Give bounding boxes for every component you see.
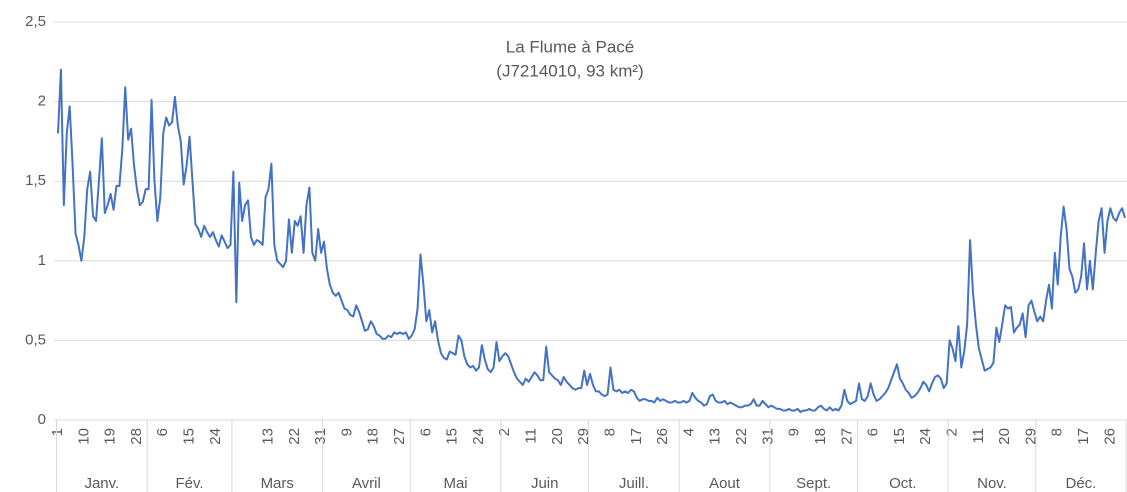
x-tick-label: 24 xyxy=(917,428,934,445)
x-tick-label: 17 xyxy=(1075,428,1092,445)
chart-title: La Flume à Pacé xyxy=(506,37,635,56)
y-tick-label: 2 xyxy=(38,93,46,110)
month-label: Juill. xyxy=(619,475,649,492)
x-tick-label: 9 xyxy=(338,428,355,436)
month-label: Avril xyxy=(352,475,381,492)
x-tick-label: 1 xyxy=(49,428,66,436)
x-tick-label: 2 xyxy=(496,428,513,436)
month-label: Mars xyxy=(261,475,294,492)
x-tick-label: 6 xyxy=(154,428,171,436)
x-tick-label: 2 xyxy=(943,428,960,436)
month-label: Déc. xyxy=(1065,475,1096,492)
x-tick-label: 8 xyxy=(1049,428,1066,436)
x-tick-label: 15 xyxy=(444,428,461,445)
x-tick-label: 22 xyxy=(733,428,750,445)
y-tick-label: 0,5 xyxy=(25,331,46,348)
x-tick-label: 9 xyxy=(786,428,803,436)
x-tick-label: 29 xyxy=(575,428,592,445)
x-tick-label: 31 xyxy=(312,428,329,445)
month-label: Fév. xyxy=(176,475,204,492)
x-tick-label: 26 xyxy=(1101,428,1118,445)
month-label: Janv. xyxy=(84,475,119,492)
x-tick-label: 13 xyxy=(259,428,276,445)
month-label: Juin xyxy=(531,475,559,492)
x-tick-label: 13 xyxy=(707,428,724,445)
x-tick-label: 17 xyxy=(628,428,645,445)
month-label: Mai xyxy=(443,475,467,492)
y-tick-label: 2,5 xyxy=(25,13,46,30)
x-tick-label: 29 xyxy=(1022,428,1039,445)
x-tick-label: 6 xyxy=(865,428,882,436)
x-tick-label: 20 xyxy=(549,428,566,445)
y-tick-label: 0 xyxy=(38,411,46,428)
x-tick-label: 24 xyxy=(207,428,224,445)
month-label: Nov. xyxy=(977,475,1007,492)
data-line xyxy=(57,68,1126,414)
month-label: Sept. xyxy=(796,475,831,492)
x-tick-label: 18 xyxy=(365,428,382,445)
x-tick-label: 15 xyxy=(181,428,198,445)
month-label: Oct. xyxy=(889,475,917,492)
x-tick-label: 11 xyxy=(970,428,987,444)
x-tick-label: 19 xyxy=(102,428,119,445)
x-tick-label: 27 xyxy=(838,428,855,445)
x-tick-label: 18 xyxy=(812,428,829,445)
chart-subtitle: (J7214010, 93 km²) xyxy=(496,61,643,80)
x-tick-label: 11 xyxy=(523,428,540,444)
x-tick-label: 28 xyxy=(128,428,145,445)
y-tick-label: 1,5 xyxy=(25,172,46,189)
x-tick-label: 8 xyxy=(601,428,618,436)
x-tick-label: 20 xyxy=(996,428,1013,445)
x-tick-label: 22 xyxy=(286,428,303,445)
y-tick-label: 1 xyxy=(38,252,46,269)
x-tick-label: 26 xyxy=(654,428,671,445)
x-tick-label: 10 xyxy=(75,428,92,445)
x-tick-label: 24 xyxy=(470,428,487,445)
x-tick-label: 15 xyxy=(891,428,908,445)
x-tick-label: 27 xyxy=(391,428,408,445)
month-label: Aout xyxy=(709,475,741,492)
x-tick-label: 6 xyxy=(417,428,434,436)
x-tick-label: 31 xyxy=(759,428,776,445)
x-tick-label: 4 xyxy=(680,428,697,436)
